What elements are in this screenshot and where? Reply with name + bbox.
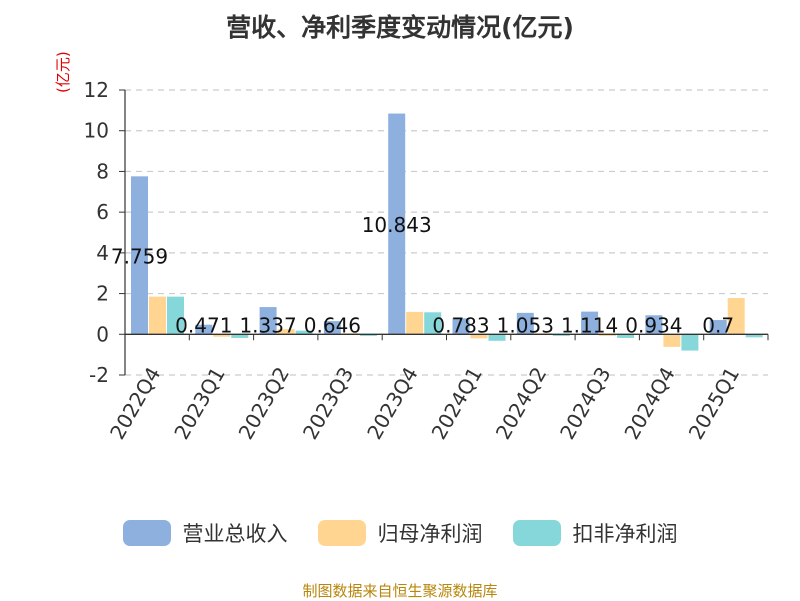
legend-label-revenue: 营业总收入: [182, 522, 288, 546]
y-tick-label: -2: [89, 363, 109, 387]
legend-label-deducted-profit: 扣非净利润: [572, 522, 678, 546]
bar-deducted-profit: [681, 334, 699, 351]
bar-net-profit: [470, 334, 488, 339]
bar-deducted-profit: [167, 296, 184, 335]
legend-swatch-net-profit: [317, 520, 366, 546]
legend-item-deducted-profit[interactable]: 扣非净利润: [512, 518, 678, 548]
data-label: 0.471: [175, 313, 232, 337]
bar-net-profit: [213, 334, 231, 337]
bar-revenue: [709, 320, 727, 335]
data-label: 0.7: [702, 313, 734, 337]
bar-deducted-profit: [488, 334, 506, 341]
bar-deducted-profit: [745, 334, 763, 338]
y-tick-label: 4: [96, 241, 109, 265]
data-label: 1.114: [561, 313, 618, 337]
data-label: 10.843: [362, 213, 432, 237]
data-label: 7.759: [111, 244, 168, 268]
x-tick-label: 2024Q3: [555, 363, 615, 444]
bar-revenue: [581, 311, 599, 335]
x-tick-label: 2022Q4: [105, 363, 165, 444]
y-tick-label: 2: [96, 282, 109, 306]
data-label: 0.783: [432, 313, 489, 337]
bar-revenue: [323, 321, 341, 335]
y-tick-label: 6: [96, 200, 109, 224]
y-tick-label: 0: [96, 322, 109, 346]
bar-net-profit: [599, 334, 617, 336]
bar-deducted-profit: [424, 312, 442, 335]
bar-deducted-profit: [231, 334, 249, 338]
bar-deducted-profit: [359, 334, 377, 336]
legend-label-net-profit: 归母净利润: [377, 522, 483, 546]
data-label: 1.337: [239, 313, 296, 337]
legend-item-revenue[interactable]: 营业总收入: [122, 518, 288, 548]
bar-net-profit: [277, 329, 295, 335]
bar-revenue: [259, 307, 277, 335]
x-tick-label: 2023Q2: [234, 363, 294, 444]
bar-net-profit: [727, 298, 745, 335]
bar-revenue: [388, 113, 406, 335]
data-label: 0.646: [304, 313, 361, 337]
bar-net-profit: [406, 311, 424, 335]
y-tick-label: 10: [84, 119, 109, 143]
legend-item-net-profit[interactable]: 归母净利润: [317, 518, 483, 548]
bar-revenue: [195, 324, 213, 335]
bar-deducted-profit: [295, 330, 313, 335]
legend: 营业总收入 归母净利润 扣非净利润: [0, 518, 800, 548]
bar-revenue: [516, 312, 534, 335]
data-source-note: 制图数据来自恒生聚源数据库: [302, 582, 498, 600]
bar-revenue: [131, 176, 148, 335]
bar-deducted-profit: [617, 334, 635, 338]
legend-swatch-deducted-profit: [512, 520, 561, 546]
data-label: 0.934: [625, 313, 682, 337]
data-label: 1.053: [497, 313, 554, 337]
chart-title: 营收、净利季度变动情况(亿元): [226, 13, 574, 42]
x-tick-label: 2024Q4: [619, 363, 679, 444]
bar-revenue: [645, 315, 663, 335]
y-tick-label: 8: [96, 159, 109, 183]
x-tick-label: 2023Q1: [169, 363, 229, 444]
legend-swatch-revenue: [122, 520, 171, 546]
bar-net-profit: [149, 296, 166, 335]
bar-revenue: [452, 318, 470, 335]
y-tick-label: 12: [84, 78, 109, 102]
bar-chart: -2 0 2 4 6 8 10 12 7.759 0.471 1.337 0.646 10.843 0.7…: [84, 78, 769, 444]
bar-net-profit: [663, 334, 681, 347]
bar-deducted-profit: [552, 334, 570, 336]
